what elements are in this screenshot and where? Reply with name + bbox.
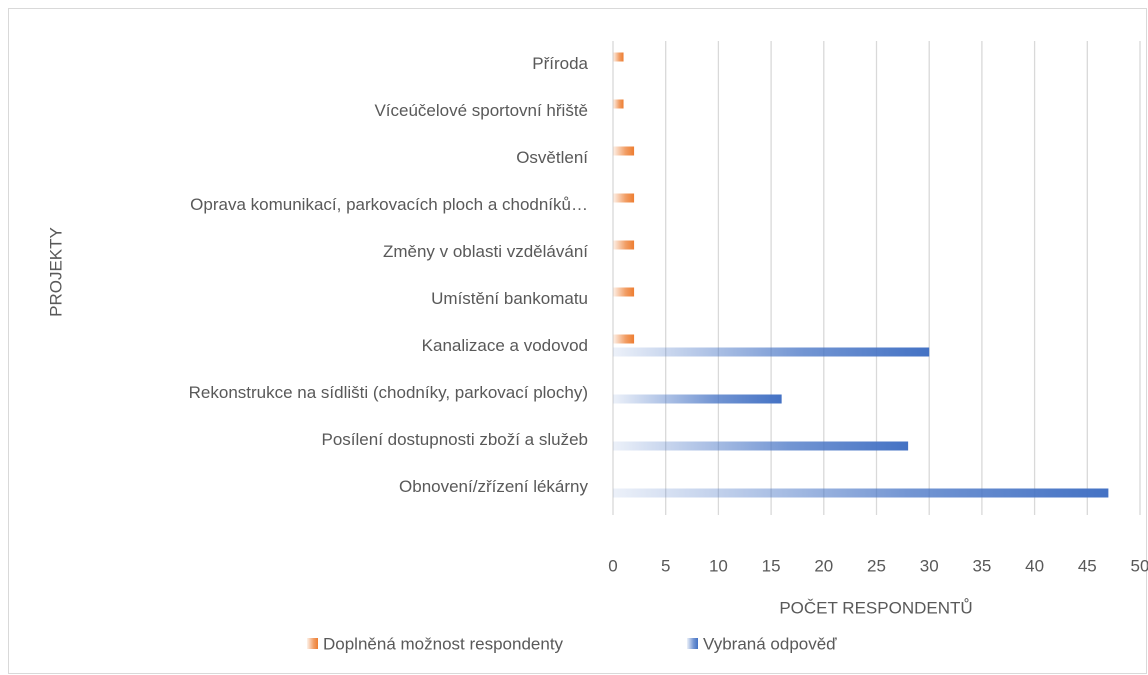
x-tick-label: 10 bbox=[709, 556, 728, 575]
x-tick-label: 25 bbox=[867, 556, 886, 575]
bar bbox=[613, 488, 1109, 498]
x-tick-label: 50 bbox=[1131, 556, 1148, 575]
y-tick-label: Příroda bbox=[532, 54, 588, 73]
y-tick-label: Umístění bankomatu bbox=[431, 289, 588, 308]
chart-frame bbox=[8, 8, 1147, 674]
bar bbox=[613, 347, 930, 357]
y-tick-label: Rekonstrukce na sídlišti (chodníky, park… bbox=[189, 383, 588, 402]
x-tick-label: 40 bbox=[1025, 556, 1044, 575]
bar bbox=[613, 99, 624, 109]
x-tick-label: 20 bbox=[814, 556, 833, 575]
x-tick-label: 35 bbox=[972, 556, 991, 575]
y-tick-label: Oprava komunikací, parkovacích ploch a c… bbox=[190, 195, 588, 214]
bar bbox=[613, 193, 635, 203]
x-axis-title: POČET RESPONDENTŮ bbox=[779, 598, 972, 617]
bar bbox=[613, 240, 635, 250]
legend-label: Doplněná možnost respondenty bbox=[323, 634, 564, 653]
x-tick-label: 0 bbox=[608, 556, 617, 575]
y-tick-label: Víceúčelové sportovní hřiště bbox=[374, 101, 588, 120]
bar bbox=[613, 146, 635, 156]
y-tick-label: Posílení dostupnosti zboží a služeb bbox=[322, 430, 589, 449]
bar bbox=[613, 441, 909, 451]
x-tick-label: 15 bbox=[762, 556, 781, 575]
x-tick-label: 45 bbox=[1078, 556, 1097, 575]
x-tick-label: 5 bbox=[661, 556, 670, 575]
legend-swatch bbox=[687, 638, 698, 649]
bar bbox=[613, 334, 635, 344]
legend-label: Vybraná odpověď bbox=[703, 634, 837, 653]
legend-swatch bbox=[307, 638, 318, 649]
y-tick-label: Obnovení/zřízení lékárny bbox=[399, 477, 588, 496]
bar bbox=[613, 287, 635, 297]
x-tick-label: 30 bbox=[920, 556, 939, 575]
y-tick-label: Kanalizace a vodovod bbox=[422, 336, 588, 355]
y-axis-title: PROJEKTY bbox=[46, 227, 65, 317]
bar bbox=[613, 394, 782, 404]
y-tick-label: Změny v oblasti vzdělávání bbox=[383, 242, 588, 261]
y-tick-label: Osvětlení bbox=[516, 148, 588, 167]
bar bbox=[613, 52, 624, 62]
